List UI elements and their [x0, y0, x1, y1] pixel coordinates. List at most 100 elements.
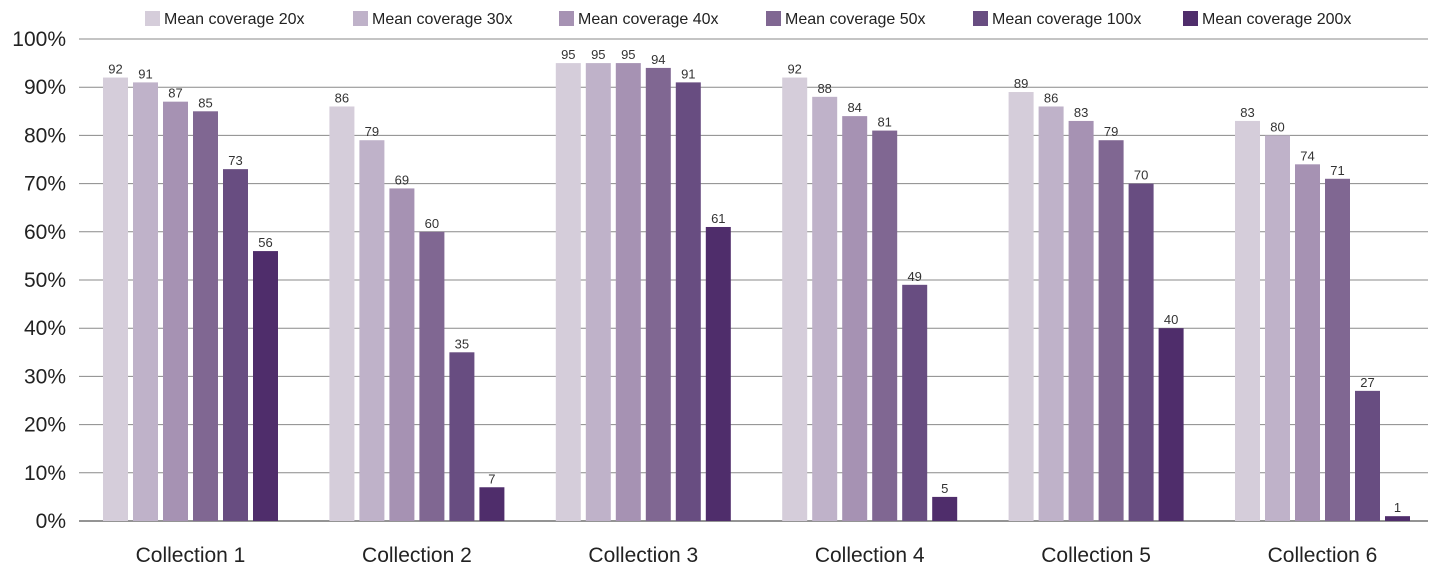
bar	[1295, 164, 1320, 521]
data-label: 88	[817, 81, 831, 96]
bar	[1068, 120, 1094, 521]
data-label: 86	[1044, 90, 1058, 105]
data-label: 84	[847, 100, 861, 115]
data-label: 95	[561, 47, 575, 62]
data-label: 81	[877, 115, 891, 130]
legend-swatch	[559, 11, 574, 26]
y-tick-label: 20%	[24, 414, 66, 437]
bar	[253, 251, 278, 521]
bar	[872, 130, 898, 521]
data-label: 94	[651, 52, 665, 67]
bar	[1355, 390, 1380, 521]
y-tick-label: 50%	[24, 269, 66, 292]
bar	[193, 111, 218, 522]
bar	[1128, 183, 1154, 521]
legend-swatch	[1183, 11, 1198, 26]
bar	[479, 487, 505, 521]
bars	[103, 63, 1410, 522]
legend-label: Mean coverage 50x	[785, 11, 926, 28]
data-label: 74	[1300, 148, 1314, 163]
x-tick-label: Collection 1	[136, 544, 246, 567]
data-label: 60	[425, 216, 439, 231]
y-tick-label: 0%	[36, 510, 66, 533]
legend-swatch	[766, 11, 781, 26]
bar	[1098, 140, 1124, 521]
data-label: 86	[335, 90, 349, 105]
y-tick-label: 80%	[24, 124, 66, 147]
legend-label: Mean coverage 30x	[372, 11, 513, 28]
bar	[645, 67, 671, 522]
bar	[449, 352, 475, 521]
y-tick-label: 100%	[12, 28, 66, 51]
bar	[389, 188, 415, 522]
legend-swatch	[973, 11, 988, 26]
data-label: 79	[1104, 124, 1118, 139]
y-tick-label: 70%	[24, 173, 66, 196]
bar	[419, 231, 445, 522]
bar	[782, 77, 808, 521]
bar	[133, 82, 158, 521]
bar	[223, 169, 248, 521]
data-label: 91	[681, 66, 695, 81]
data-label: 79	[365, 124, 379, 139]
bar	[329, 106, 355, 521]
data-label: 56	[258, 235, 272, 250]
bar	[585, 63, 611, 521]
legend-swatch	[145, 11, 160, 26]
bar	[675, 82, 701, 521]
bar	[1158, 328, 1184, 521]
legend: Mean coverage 20x Mean coverage 30x Mean c…	[145, 11, 1351, 28]
legend-label: Mean coverage 100x	[992, 11, 1141, 28]
data-label: 1	[1394, 500, 1401, 515]
data-label: 80	[1270, 119, 1284, 134]
data-label: 92	[787, 62, 801, 77]
y-tick-label: 10%	[24, 462, 66, 485]
bar	[842, 116, 868, 522]
x-tick-label: Collection 2	[362, 544, 472, 567]
x-tick-label: Collection 5	[1041, 544, 1151, 567]
data-label: 95	[591, 47, 605, 62]
data-label: 91	[138, 66, 152, 81]
data-label: 83	[1074, 105, 1088, 120]
data-label: 35	[455, 336, 469, 351]
data-label: 61	[711, 211, 725, 226]
data-label: 83	[1240, 105, 1254, 120]
data-label: 49	[907, 269, 921, 284]
data-label: 87	[168, 86, 182, 101]
bar	[705, 226, 731, 522]
data-label: 69	[395, 172, 409, 187]
bar	[555, 63, 581, 521]
bar	[359, 140, 385, 521]
bar	[163, 101, 188, 521]
x-tick-label: Collection 4	[815, 544, 925, 567]
bar	[1265, 135, 1290, 521]
bar	[1325, 178, 1350, 521]
bar	[812, 96, 838, 521]
y-tick-label: 60%	[24, 221, 66, 244]
data-label: 5	[941, 481, 948, 496]
legend-swatch	[353, 11, 368, 26]
bar	[1385, 516, 1410, 521]
y-tick-label: 90%	[24, 76, 66, 99]
x-tick-label: Collection 3	[588, 544, 698, 567]
y-axis: 0% 10% 20% 30% 40% 50% 60% 70% 80% 90% 100%	[12, 28, 66, 533]
bar	[902, 284, 928, 521]
data-label: 92	[108, 62, 122, 77]
bar	[103, 77, 128, 521]
x-tick-label: Collection 6	[1268, 544, 1378, 567]
legend-label: Mean coverage 20x	[164, 11, 305, 28]
data-label: 95	[621, 47, 635, 62]
data-label: 71	[1330, 163, 1344, 178]
x-axis: Collection 1 Collection 2 Collection 3 Coll…	[136, 544, 1378, 567]
data-label: 70	[1134, 168, 1148, 183]
bar	[932, 496, 958, 521]
data-label: 40	[1164, 312, 1178, 327]
y-tick-label: 30%	[24, 365, 66, 388]
bar	[1008, 92, 1034, 522]
bar	[1235, 120, 1260, 521]
gridlines	[79, 38, 1428, 522]
bar	[1038, 106, 1064, 521]
data-label: 27	[1360, 375, 1374, 390]
